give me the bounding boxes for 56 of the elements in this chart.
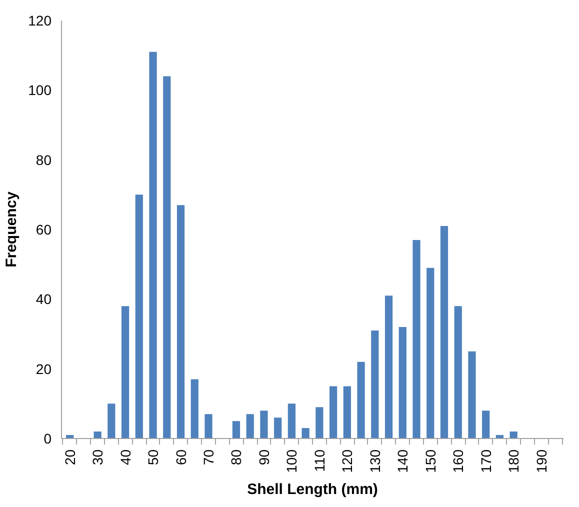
bar bbox=[440, 226, 448, 438]
bar bbox=[246, 414, 254, 438]
bar bbox=[260, 410, 268, 438]
y-tick-label: 60 bbox=[36, 222, 52, 238]
y-tick-label: 80 bbox=[36, 152, 52, 168]
x-tick-label: 40 bbox=[117, 449, 134, 466]
bar bbox=[302, 428, 310, 438]
x-tick-label: 110 bbox=[311, 449, 328, 472]
x-tick-label: 160 bbox=[450, 449, 466, 473]
bar bbox=[384, 296, 393, 438]
bar bbox=[204, 414, 212, 438]
y-tick-label: 40 bbox=[36, 291, 52, 308]
bar bbox=[426, 268, 434, 438]
x-tick-label: 180 bbox=[506, 449, 522, 473]
bar bbox=[482, 410, 490, 438]
bar bbox=[274, 418, 282, 438]
bar bbox=[121, 306, 130, 438]
bar bbox=[135, 194, 143, 438]
y-axis-title: Frequency bbox=[3, 190, 20, 268]
y-tick-label: 100 bbox=[28, 82, 52, 98]
x-tick-label: 100 bbox=[284, 449, 300, 473]
x-tick-label: 120 bbox=[339, 449, 356, 473]
x-tick-label: 150 bbox=[422, 449, 438, 473]
x-tick-label: 70 bbox=[200, 449, 216, 466]
y-tick-label: 0 bbox=[44, 430, 52, 446]
x-axis-title: Shell Length (mm) bbox=[247, 480, 378, 498]
bar bbox=[371, 330, 379, 438]
bar bbox=[94, 432, 102, 438]
bar bbox=[163, 76, 171, 438]
bar bbox=[357, 362, 365, 438]
x-tick-label: 90 bbox=[256, 449, 272, 466]
bar bbox=[149, 52, 157, 438]
x-tick-label: 190 bbox=[533, 449, 550, 473]
x-tick-label: 50 bbox=[145, 449, 162, 466]
x-tick-label: 80 bbox=[228, 449, 244, 466]
x-tick-label: 20 bbox=[62, 449, 78, 466]
bar bbox=[468, 351, 476, 438]
y-tick-label: 120 bbox=[28, 12, 52, 28]
bar bbox=[343, 386, 351, 438]
bar bbox=[510, 432, 518, 438]
bar bbox=[412, 240, 420, 438]
bar bbox=[232, 421, 240, 438]
bar bbox=[398, 327, 406, 438]
bar bbox=[288, 404, 296, 438]
bar bbox=[108, 404, 116, 438]
x-tick-label: 60 bbox=[172, 449, 189, 466]
x-tick-label: 170 bbox=[478, 449, 494, 473]
x-tick-label: 140 bbox=[394, 449, 411, 473]
bar bbox=[454, 306, 462, 438]
x-tick-label: 30 bbox=[90, 449, 106, 466]
bar bbox=[316, 407, 324, 438]
bar bbox=[190, 379, 198, 438]
bar bbox=[176, 205, 185, 438]
bar bbox=[329, 386, 338, 438]
y-tick-label: 20 bbox=[36, 360, 52, 377]
x-tick-label: 130 bbox=[366, 449, 383, 473]
